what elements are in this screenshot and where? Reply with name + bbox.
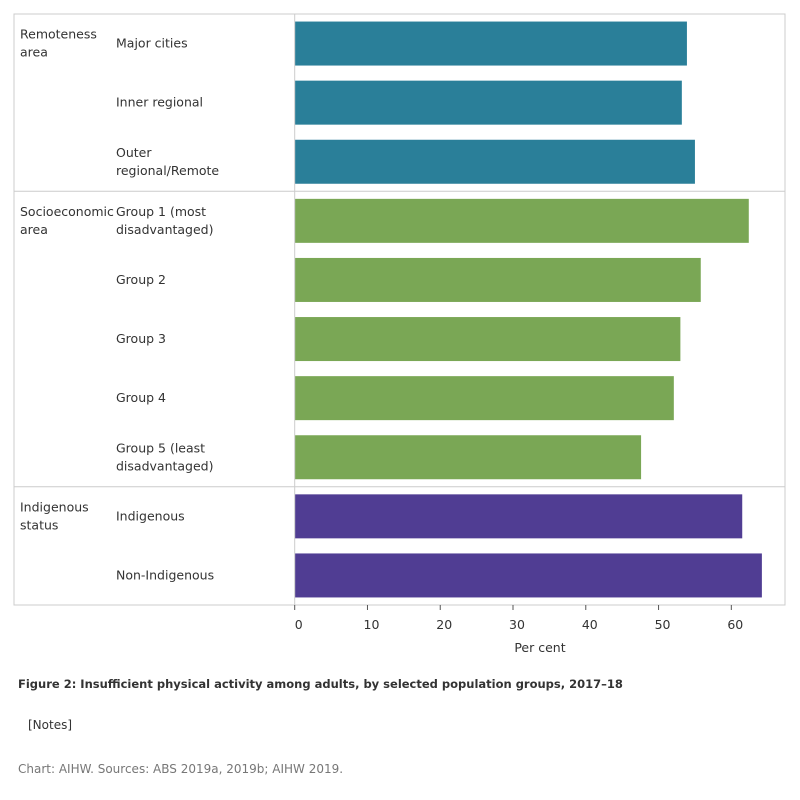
source-text: Chart: AIHW. Sources: ABS 2019a, 2019b; … (18, 762, 344, 776)
x-axis-title: Per cent (514, 640, 565, 655)
x-tick-label: 0 (295, 617, 303, 632)
bar (294, 494, 743, 539)
group-label: Remoteness area (20, 27, 97, 60)
x-tick-label: 40 (582, 617, 598, 632)
category-label: Group 2 (116, 272, 166, 287)
bar (294, 21, 687, 66)
bar (294, 198, 749, 243)
category-label: Outer regional/Remote (116, 145, 219, 178)
category-label: Group 4 (116, 390, 166, 405)
category-label: Non-Indigenous (116, 567, 214, 582)
x-tick-label: 60 (727, 617, 743, 632)
category-label: Indigenous (116, 508, 185, 523)
notes-link[interactable]: [Notes] (28, 718, 73, 732)
group-label: Indigenous status (20, 499, 89, 532)
x-tick-label: 50 (655, 617, 671, 632)
category-label: Major cities (116, 36, 188, 51)
x-tick-label: 20 (436, 617, 452, 632)
category-label: Group 1 (most disadvantaged) (116, 204, 214, 237)
category-label: Group 3 (116, 331, 166, 346)
bar (294, 553, 762, 598)
category-label: Group 5 (least disadvantaged) (116, 440, 214, 473)
bar (294, 376, 674, 421)
bar (294, 80, 682, 125)
figure-title: Figure 2: Insufficient physical activity… (18, 677, 623, 691)
bar (294, 435, 642, 480)
chart-frame (13, 13, 786, 606)
category-label: Inner regional (116, 95, 203, 110)
bar (294, 257, 701, 302)
bar (294, 317, 681, 362)
bar (294, 139, 695, 184)
bar-chart: Remoteness area Major cities Inner regional… (13, 13, 786, 655)
x-tick-label: 30 (509, 617, 525, 632)
x-tick-label: 10 (364, 617, 380, 632)
group-label: Socioeconomic area (20, 204, 114, 237)
